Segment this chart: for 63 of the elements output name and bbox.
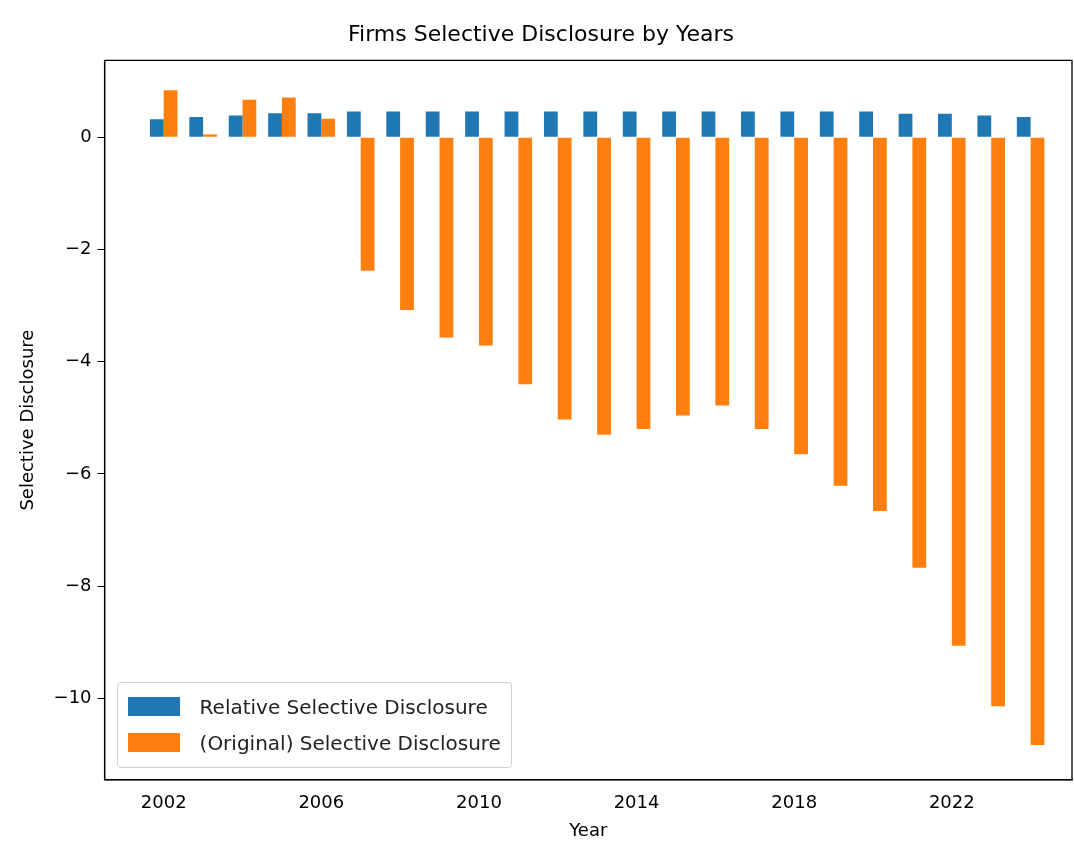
bar (873, 137, 887, 512)
x-axis-title: Year (568, 818, 608, 840)
bar (518, 137, 533, 385)
bar (597, 137, 611, 435)
bar (228, 115, 243, 137)
bar (662, 111, 676, 137)
y-tick-label: −8 (65, 573, 92, 595)
bar (675, 137, 690, 416)
bar (386, 111, 401, 137)
bar (268, 113, 282, 137)
bar (439, 137, 454, 338)
bar (557, 137, 572, 420)
y-tick-label: −10 (53, 686, 92, 708)
bar (912, 137, 927, 568)
y-tick-label: −2 (65, 237, 92, 259)
bar (754, 137, 769, 430)
bar (242, 99, 257, 137)
bar (898, 113, 913, 137)
bar (425, 111, 440, 137)
bar (307, 113, 322, 137)
bar (951, 137, 966, 646)
bar (504, 111, 519, 137)
bar (701, 111, 716, 137)
bar (465, 111, 479, 137)
x-tick-label: 2006 (298, 791, 345, 813)
y-tick-label: 0 (80, 124, 92, 146)
x-tick-label: 2022 (928, 791, 975, 813)
bar (583, 111, 598, 137)
bar (189, 117, 204, 137)
bar (938, 113, 952, 137)
legend-label: (Original) Selective Disclosure (199, 730, 501, 755)
y-tick-label: −6 (65, 461, 92, 483)
x-tick-label: 2002 (140, 791, 187, 813)
bar (203, 134, 217, 137)
y-axis-title: Selective Disclosure (16, 329, 38, 511)
bar (163, 90, 178, 137)
x-tick-label: 2018 (771, 791, 818, 813)
legend-label: Relative Selective Disclosure (199, 694, 488, 719)
bar (991, 137, 1006, 707)
bar (819, 111, 834, 137)
bar (794, 137, 808, 455)
bar (833, 137, 848, 486)
bar (636, 137, 651, 430)
x-tick-label: 2010 (456, 791, 502, 813)
bar (740, 111, 755, 137)
bar (859, 111, 873, 137)
bar (622, 111, 637, 137)
bar (281, 97, 296, 137)
bar (977, 115, 992, 137)
bar (715, 137, 730, 406)
bar (1030, 137, 1045, 746)
bar (780, 111, 795, 137)
bar (478, 137, 493, 346)
bar (543, 111, 558, 137)
bar (321, 118, 336, 137)
bar (1016, 117, 1031, 137)
bar (400, 137, 414, 311)
y-tick-label: −4 (65, 349, 92, 371)
x-tick-label: 2014 (613, 791, 660, 813)
chart-title: Firms Selective Disclosure by Years (348, 20, 734, 46)
bar (360, 137, 375, 271)
bar (149, 119, 164, 137)
bar (346, 111, 361, 137)
